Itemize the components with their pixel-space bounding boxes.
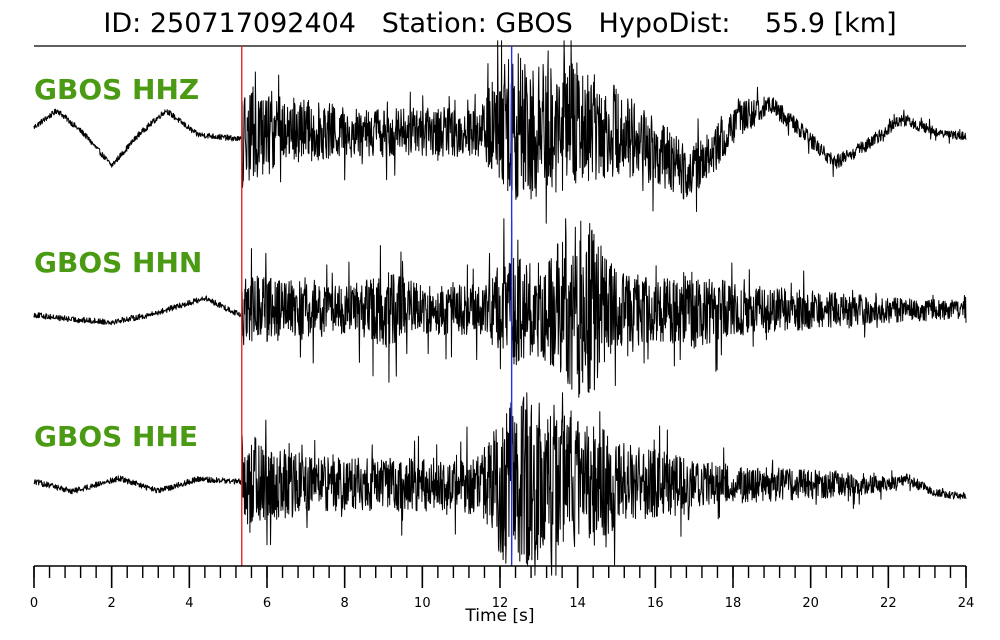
x-tick-label: 24 [958, 596, 975, 611]
chart-title: ID: 250717092404 Station: GBOS HypoDist:… [0, 8, 1000, 39]
station-label: Station: [381, 8, 487, 39]
x-tick-label: 12 [492, 596, 509, 611]
trace-label-hhn: GBOS HHN [34, 246, 203, 279]
x-tick-label: 10 [414, 596, 431, 611]
station-value: GBOS [495, 8, 573, 39]
x-tick-label: 16 [647, 596, 664, 611]
hypodist-value: 55.9 [764, 8, 825, 39]
trace-gbos-hhz [33, 40, 967, 224]
x-tick-label: 4 [185, 596, 193, 611]
event-id-value: 250717092404 [149, 8, 356, 39]
x-tick-label: 14 [569, 596, 586, 611]
x-tick-label: 8 [341, 596, 349, 611]
x-tick-label: 18 [725, 596, 742, 611]
x-axis-label: Time [s] [465, 606, 535, 626]
trace-label-hhe: GBOS HHE [34, 420, 199, 453]
hypodist-label: HypoDist: [598, 8, 731, 39]
x-tick-label: 20 [802, 596, 819, 611]
hypodist-unit: [km] [833, 8, 897, 39]
trace-label-hhz: GBOS HHZ [34, 73, 200, 106]
x-tick-label: 6 [263, 596, 271, 611]
trace-gbos-hhe [33, 392, 967, 576]
x-tick-label: 2 [108, 596, 116, 611]
trace-gbos-hhn [33, 218, 967, 398]
x-tick-label: 22 [880, 596, 897, 611]
x-tick-label: 0 [30, 596, 38, 611]
id-label: ID: [103, 8, 142, 39]
